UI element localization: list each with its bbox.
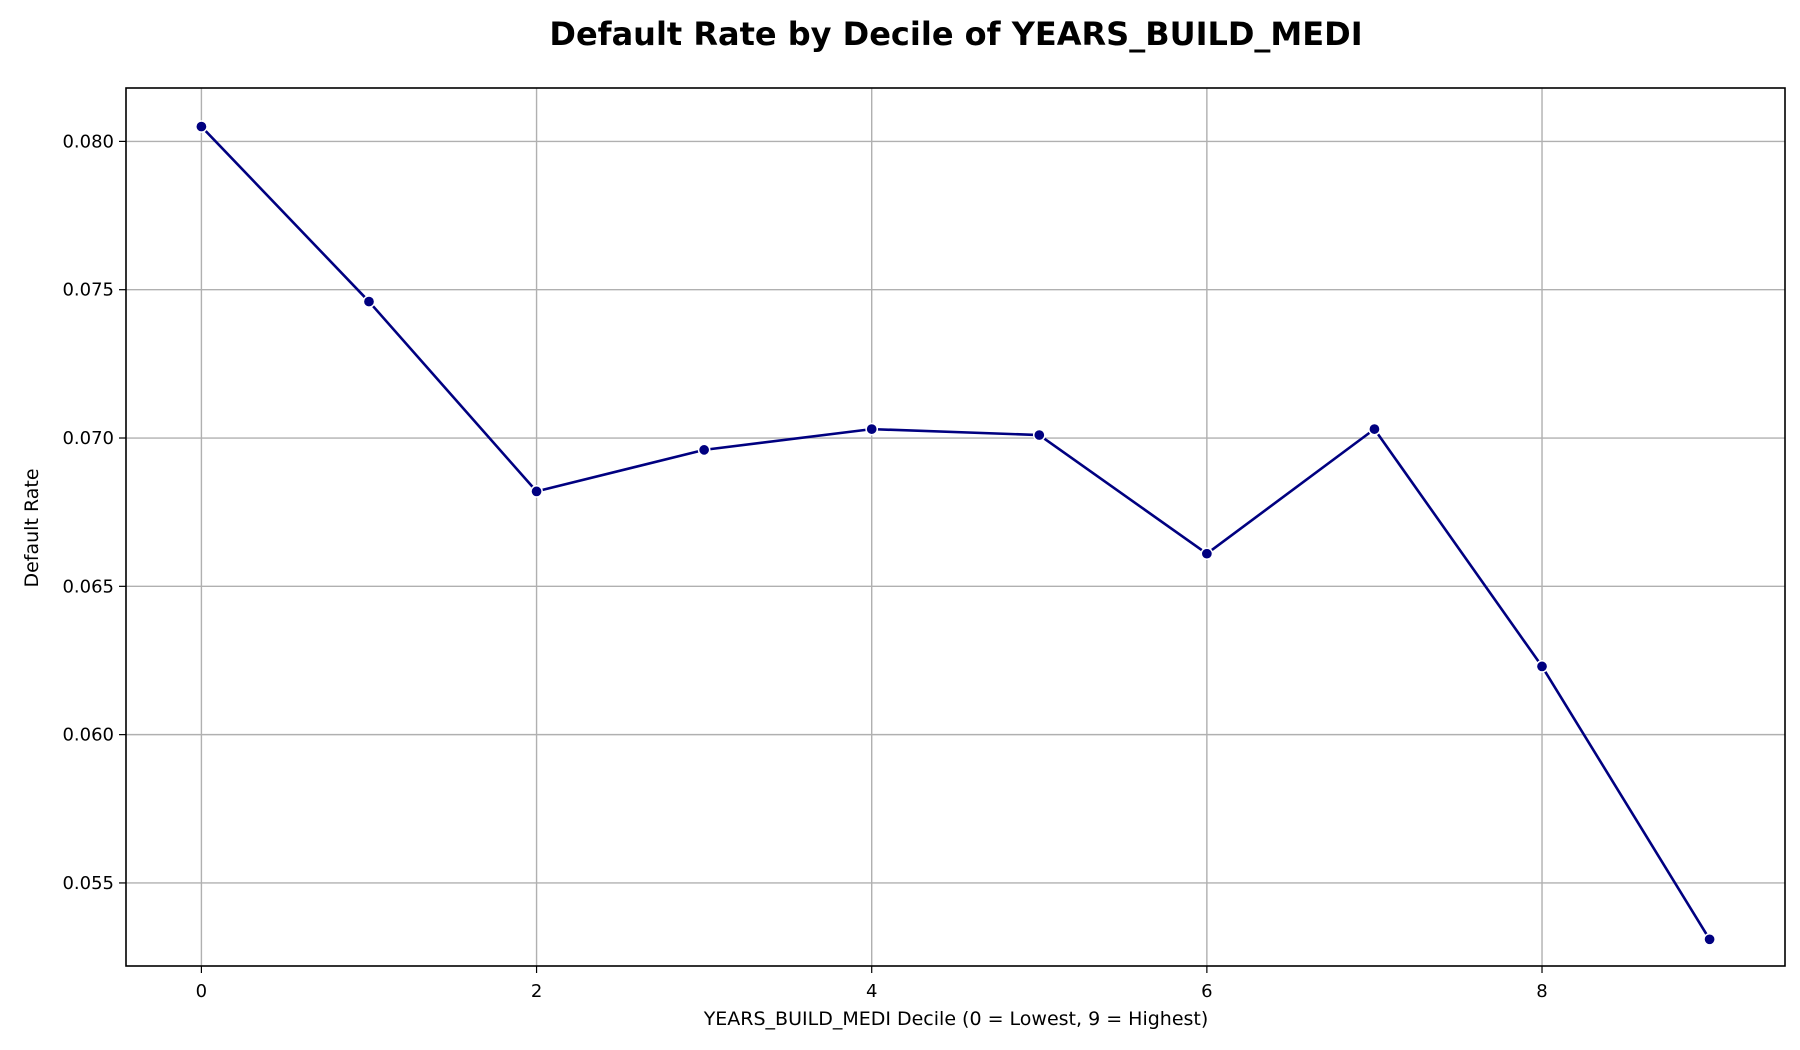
data-point [1703, 932, 1716, 946]
data-point [697, 443, 711, 457]
data-point [530, 485, 543, 498]
x-tick-label: 2 [531, 981, 542, 1002]
series-line [200, 125, 1711, 941]
y-tick-label: 0.075 [62, 280, 114, 301]
y-tick-label: 0.060 [62, 725, 114, 746]
y-tick-label: 0.070 [62, 428, 114, 449]
x-tick-label: 6 [1201, 981, 1212, 1002]
data-point [362, 295, 376, 308]
x-tick-label: 4 [866, 981, 877, 1002]
data-point [1368, 422, 1381, 436]
x-tick-label: 0 [196, 981, 207, 1002]
plot-area-frame [125, 87, 1786, 967]
axis-ticks: 0 2 4 6 8 0.055 0.060 0.065 0.070 0.075 0.080 [62, 131, 1547, 1002]
x-tick-label: 8 [1536, 981, 1547, 1002]
y-tick-label: 0.080 [62, 131, 114, 152]
chart-title: Default Rate by Decile of YEARS_BUILD_ME… [549, 15, 1362, 53]
data-point [1200, 547, 1214, 561]
data-point [1535, 660, 1549, 673]
data-point [1032, 428, 1046, 442]
y-tick-label: 0.055 [62, 873, 114, 894]
x-axis-label: YEARS_BUILD_MEDI Decile (0 = Lowest, 9 =… [703, 1008, 1209, 1030]
data-point [195, 120, 208, 133]
data-point [865, 422, 879, 436]
y-tick-label: 0.065 [62, 576, 114, 597]
y-axis-label: Default Rate [21, 468, 43, 587]
grid [126, 88, 1785, 966]
data-series [195, 120, 1716, 946]
